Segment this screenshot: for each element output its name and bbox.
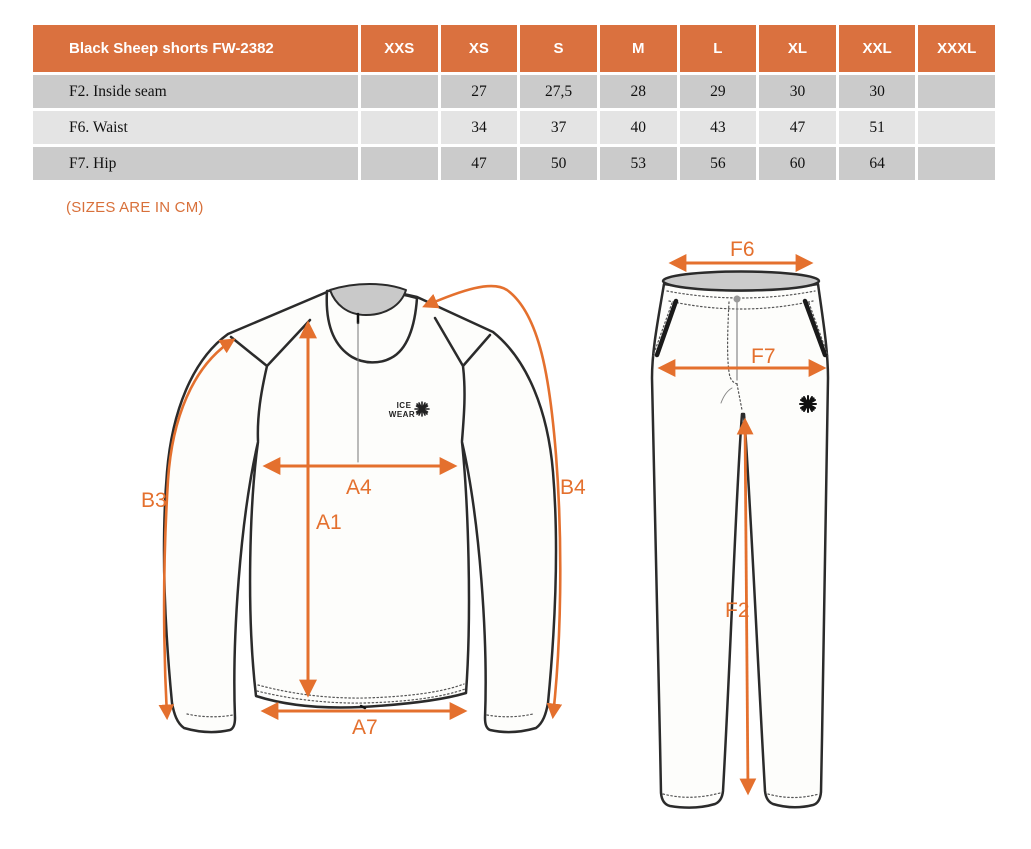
size-header-s: S — [520, 25, 597, 72]
size-header-m: M — [599, 25, 677, 72]
shirt-measurements — [158, 284, 563, 721]
measure-label-a1: A1 — [316, 511, 342, 534]
icewear-logo-text-bottom: WEAR — [389, 410, 415, 419]
snowflake-icon — [414, 401, 430, 417]
cell — [361, 75, 438, 108]
pants-left-pocket-stitch — [652, 302, 673, 357]
table-row-inside-seam: F2. Inside seam 27 27,5 28 29 30 30 — [33, 75, 995, 108]
cell: 34 — [440, 111, 518, 144]
pants-left-pocket — [654, 298, 679, 358]
cell: 64 — [838, 147, 916, 180]
cell: 60 — [759, 147, 836, 180]
row-label: F7. Hip — [33, 147, 358, 180]
pants-drawing — [650, 270, 830, 809]
icewear-logo: ICE WEAR — [389, 401, 430, 419]
size-header-l: L — [679, 25, 757, 72]
garment-measurement-diagram: ICE WEAR B3 B4 A4 A1 A7 — [141, 238, 830, 809]
size-header-xl: XL — [759, 25, 836, 72]
shirt-drawing — [162, 283, 558, 734]
pants-button — [733, 295, 741, 303]
measure-label-b4: B4 — [560, 476, 586, 499]
snowflake-icon — [799, 395, 817, 413]
pants-silhouette — [650, 282, 830, 809]
size-header-xs: XS — [440, 25, 518, 72]
cell: 56 — [679, 147, 757, 180]
icewear-logo-text-top: ICE — [397, 401, 412, 410]
pants-hem-stitch — [662, 792, 820, 799]
product-title: Black Sheep shorts FW-2382 — [33, 25, 358, 72]
measure-arrow-b3 — [158, 338, 236, 721]
table-row-hip: F7. Hip 47 50 53 56 60 64 — [33, 147, 995, 180]
pants-waistband-stitch — [666, 290, 816, 310]
measure-label-a4: A4 — [346, 476, 372, 499]
measure-label-b3: B3 — [141, 489, 167, 512]
size-header-xxxl: XXXL — [918, 25, 995, 72]
pants-fly-stitch — [727, 301, 743, 411]
cell: 43 — [679, 111, 757, 144]
sizes-unit-note: (SIZES ARE IN CM) — [66, 199, 204, 216]
size-chart-table: Black Sheep shorts FW-2382 XXS XS S M L … — [30, 22, 998, 183]
cell — [918, 147, 995, 180]
shirt-collar-inside — [329, 283, 407, 316]
cell: 47 — [759, 111, 836, 144]
measure-arrow-f2 — [736, 417, 757, 796]
cell — [361, 147, 438, 180]
cell — [918, 111, 995, 144]
pants-right-pocket-stitch — [808, 302, 829, 357]
cell — [361, 111, 438, 144]
pants-fly-dart — [720, 387, 733, 404]
measure-label-f2: F2 — [725, 599, 750, 622]
cell: 51 — [838, 111, 916, 144]
cell — [918, 75, 995, 108]
pants-right-pocket — [802, 298, 828, 358]
size-chart-header-row: Black Sheep shorts FW-2382 XXS XS S M L … — [33, 25, 995, 72]
cell: 29 — [679, 75, 757, 108]
measure-label-a7: A7 — [352, 716, 378, 739]
cell: 30 — [759, 75, 836, 108]
row-label: F6. Waist — [33, 111, 358, 144]
shirt-left-raglan-seam — [229, 318, 312, 443]
pants-waist-opening — [661, 270, 821, 292]
table-row-waist: F6. Waist 34 37 40 43 47 51 — [33, 111, 995, 144]
size-header-xxs: XXS — [361, 25, 438, 72]
row-label: F2. Inside seam — [33, 75, 358, 108]
size-header-xxl: XXL — [838, 25, 916, 72]
cell: 37 — [520, 111, 597, 144]
cell: 27,5 — [520, 75, 597, 108]
measure-label-f7: F7 — [751, 345, 776, 368]
cell: 47 — [440, 147, 518, 180]
cell: 53 — [599, 147, 677, 180]
cell: 27 — [440, 75, 518, 108]
cell: 40 — [599, 111, 677, 144]
pants-measurements — [657, 254, 827, 796]
measure-arrow-b4 — [422, 284, 563, 720]
cell: 50 — [520, 147, 597, 180]
cell: 28 — [599, 75, 677, 108]
measure-label-f6: F6 — [730, 238, 755, 261]
cell: 30 — [838, 75, 916, 108]
